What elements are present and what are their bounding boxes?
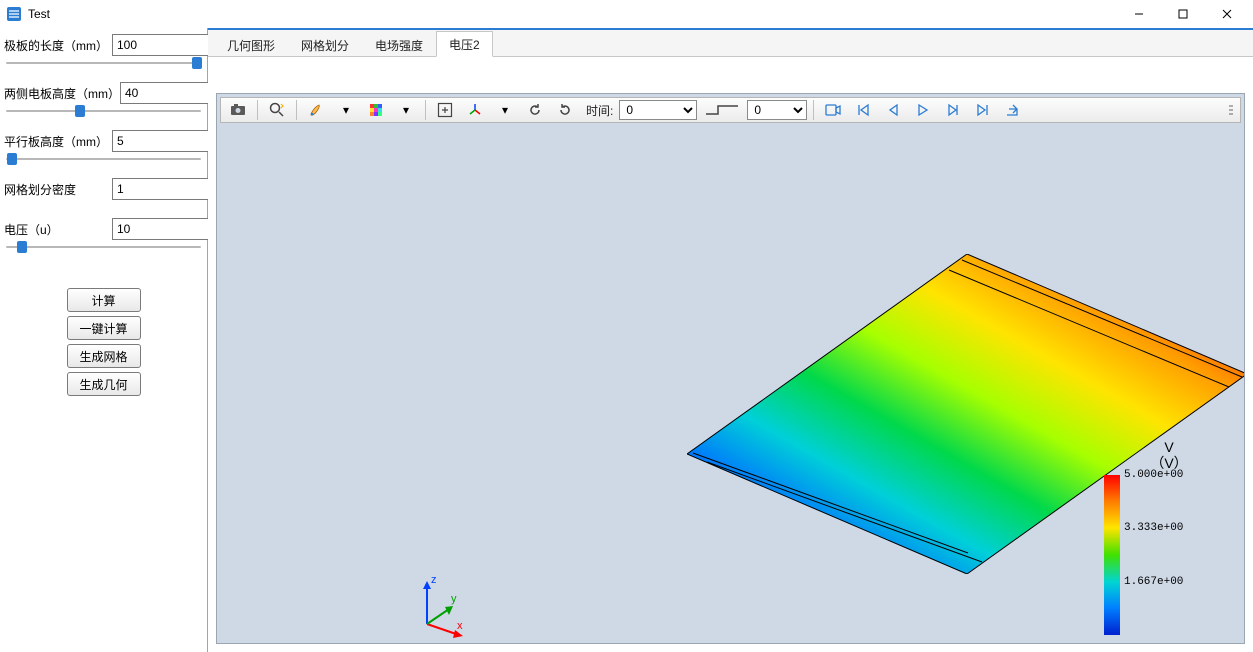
legend-tick: 3.333e+00 — [1124, 522, 1183, 534]
paint-icon[interactable] — [303, 98, 329, 122]
svg-text:y: y — [451, 593, 457, 605]
viewport-3d[interactable]: ▾ ▾ ▾ — [216, 93, 1245, 644]
param-label: 网格划分密度 — [4, 181, 112, 198]
param-row: 极板的长度（mm） — [4, 34, 203, 56]
tab[interactable]: 几何图形 — [214, 32, 288, 57]
minimize-button[interactable] — [1117, 0, 1161, 28]
param-slider[interactable] — [6, 158, 201, 160]
last-frame-icon[interactable] — [970, 98, 996, 122]
legend-tick: 5.000e+00 — [1124, 469, 1183, 481]
cube-color-icon[interactable] — [363, 98, 389, 122]
close-button[interactable] — [1205, 0, 1249, 28]
first-frame-icon[interactable] — [850, 98, 876, 122]
play-icon[interactable] — [910, 98, 936, 122]
cube-color-dropdown-icon[interactable]: ▾ — [393, 98, 419, 122]
time-label: 时间: — [582, 102, 615, 119]
param-row: 两侧电板高度（mm） — [4, 82, 203, 104]
svg-text:z: z — [431, 574, 437, 586]
camera-icon[interactable] — [225, 98, 251, 122]
param-row: 网格划分密度 — [4, 178, 203, 200]
axes-icon[interactable] — [462, 98, 488, 122]
titlebar: Test — [0, 0, 1253, 28]
step-icon — [701, 104, 743, 116]
toolbar-overflow-icon[interactable] — [1226, 99, 1236, 121]
rotate-cw-icon[interactable] — [552, 98, 578, 122]
tab[interactable]: 电场强度 — [362, 32, 436, 57]
axis-gnomon: z x y — [407, 569, 477, 639]
action-button[interactable]: 一键计算 — [67, 316, 141, 340]
time-start-select[interactable]: 0 — [619, 100, 697, 120]
next-frame-icon[interactable] — [940, 98, 966, 122]
svg-text:x: x — [457, 620, 463, 632]
window-title: Test — [28, 7, 50, 21]
legend-tick: 1.667e+00 — [1124, 576, 1183, 588]
legend-title-1: V — [1164, 439, 1173, 455]
viewport-toolbar: ▾ ▾ ▾ — [220, 97, 1241, 123]
param-slider[interactable] — [6, 246, 201, 248]
record-icon[interactable] — [820, 98, 846, 122]
param-label: 两侧电板高度（mm） — [4, 85, 120, 102]
time-end-select[interactable]: 0 — [747, 100, 807, 120]
paint-dropdown-icon[interactable]: ▾ — [333, 98, 359, 122]
tab-content: ▾ ▾ ▾ — [208, 57, 1253, 652]
rotate-ccw-icon[interactable] — [522, 98, 548, 122]
param-label: 电压（u） — [4, 221, 112, 238]
zoom-icon[interactable] — [264, 98, 290, 122]
axes-dropdown-icon[interactable]: ▾ — [492, 98, 518, 122]
maximize-button[interactable] — [1161, 0, 1205, 28]
prev-frame-icon[interactable] — [880, 98, 906, 122]
action-button[interactable]: 生成网格 — [67, 344, 141, 368]
param-label: 平行板高度（mm） — [4, 133, 112, 150]
action-button[interactable]: 生成几何 — [67, 372, 141, 396]
param-row: 平行板高度（mm） — [4, 130, 203, 152]
param-row: 电压（u） — [4, 218, 203, 240]
fit-view-icon[interactable] — [432, 98, 458, 122]
param-label: 极板的长度（mm） — [4, 37, 112, 54]
tab[interactable]: 网格划分 — [288, 32, 362, 57]
action-button[interactable]: 计算 — [67, 288, 141, 312]
export-icon[interactable] — [1000, 98, 1026, 122]
main-panel: 几何图形网格划分电场强度电压2 ▾ — [208, 28, 1253, 652]
param-slider[interactable] — [6, 110, 201, 112]
app-icon — [6, 6, 22, 22]
tab[interactable]: 电压2 — [436, 31, 493, 57]
sidebar: 极板的长度（mm）两侧电板高度（mm）平行板高度（mm）网格划分密度电压（u） … — [0, 28, 208, 652]
param-slider[interactable] — [6, 62, 201, 64]
tabstrip: 几何图形网格划分电场强度电压2 — [208, 30, 1253, 57]
color-legend: V （V） 5.000e+003.333e+001.667e+00 — [1104, 439, 1234, 639]
